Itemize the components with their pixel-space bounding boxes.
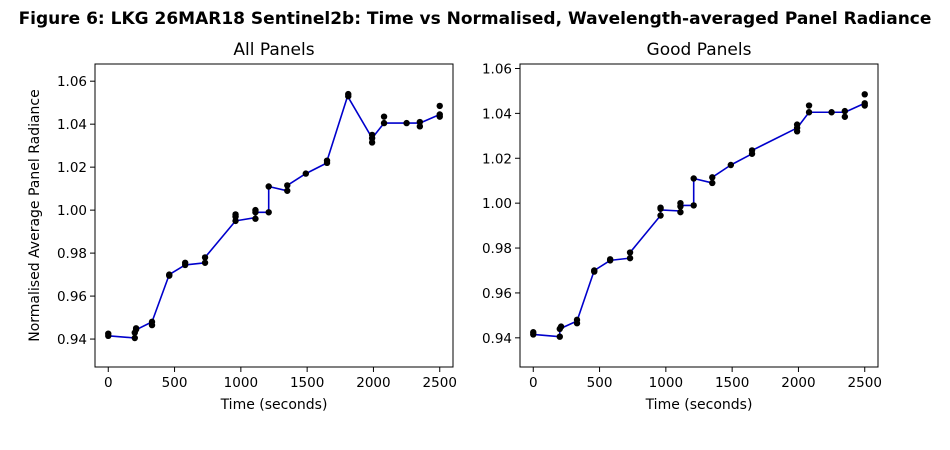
data-point: [436, 102, 443, 110]
x-tick-label: 1500: [290, 375, 324, 391]
data-point: [657, 204, 664, 211]
data-point: [828, 109, 835, 116]
data-point: [677, 208, 684, 216]
x-axis-label: Time (seconds): [220, 397, 328, 413]
plot-frame: [519, 63, 879, 368]
y-tick-label: 1.04: [57, 117, 87, 133]
x-tick-label: 1000: [649, 375, 683, 391]
y-tick-label: 1.02: [57, 160, 87, 176]
y-tick-label: 1.06: [482, 61, 512, 77]
data-point: [626, 249, 634, 256]
x-tick-label: 0: [529, 375, 538, 391]
data-point: [380, 113, 388, 120]
data-point: [805, 102, 813, 109]
data-point: [861, 91, 868, 98]
data-point: [606, 256, 614, 263]
data-point: [403, 119, 410, 127]
figure-title: Figure 6: LKG 26MAR18 Sentinel2b: Time v…: [19, 9, 932, 29]
x-tick-label: 2000: [781, 375, 815, 391]
data-point: [302, 170, 310, 177]
x-tick-label: 500: [587, 375, 613, 391]
data-point: [345, 90, 352, 98]
y-tick-label: 0.94: [482, 331, 512, 347]
data-point: [793, 121, 801, 128]
data-point: [181, 259, 189, 266]
y-tick-label: 0.98: [57, 246, 87, 262]
x-tick-label: 0: [104, 375, 113, 391]
x-tick-label: 1500: [715, 375, 749, 391]
data-point: [709, 174, 716, 181]
x-tick-label: 2500: [848, 375, 882, 391]
data-point: [284, 182, 291, 189]
data-point: [436, 111, 443, 118]
data-point: [861, 100, 868, 107]
y-tick-label: 0.98: [482, 241, 512, 257]
y-axis-label: Normalised Average Panel Radiance: [27, 89, 43, 342]
y-tick-label: 1.00: [482, 196, 512, 212]
chart-title: Good Panels: [647, 40, 752, 60]
y-tick-label: 1.06: [57, 74, 87, 90]
chart-panel-2: Good Panels 0 500 1000 1500 2000 2500 0.94 0.96 0…: [482, 40, 882, 413]
chart-title: All Panels: [233, 40, 314, 60]
data-point: [709, 179, 716, 187]
data-point: [805, 109, 813, 116]
data-point: [841, 113, 849, 120]
x-tick-label: 2000: [356, 375, 390, 391]
data-point: [657, 212, 664, 219]
data-point: [690, 175, 697, 182]
y-tick-label: 1.02: [482, 151, 512, 167]
y-tick-label: 1.00: [57, 203, 87, 219]
data-point: [727, 161, 735, 169]
data-point: [232, 211, 239, 218]
plot-frame: [94, 63, 454, 368]
x-tick-label: 2500: [423, 375, 457, 391]
y-tick-label: 0.94: [57, 332, 87, 348]
y-tick-label: 0.96: [57, 289, 87, 305]
data-point: [841, 107, 849, 115]
data-point: [265, 209, 272, 216]
data-point: [148, 318, 156, 326]
data-point: [748, 147, 756, 154]
data-point: [323, 157, 331, 164]
data-point: [690, 202, 697, 209]
y-tick-label: 1.04: [482, 106, 512, 122]
data-point: [556, 333, 563, 340]
data-point: [201, 254, 209, 261]
data-point: [284, 187, 291, 194]
data-point: [557, 323, 565, 330]
data-point: [677, 199, 684, 207]
y-tick-label: 0.96: [482, 286, 512, 302]
data-point: [201, 259, 209, 266]
data-point: [591, 267, 598, 274]
x-tick-label: 1000: [224, 375, 258, 391]
chart-panel-1: All Panels 0 500 1000 1500 2000 2500 0.94 0.96 0.…: [27, 40, 457, 413]
data-point: [132, 325, 140, 332]
data-point: [573, 316, 581, 324]
data-point: [131, 334, 138, 342]
x-tick-label: 500: [162, 375, 188, 391]
data-point: [530, 329, 537, 336]
data-point: [265, 183, 272, 190]
data-point: [166, 271, 173, 278]
data-point: [416, 118, 424, 126]
data-point: [380, 119, 388, 127]
x-axis-label: Time (seconds): [645, 397, 753, 413]
data-point: [252, 206, 259, 214]
data-point: [626, 254, 634, 262]
data-point: [252, 215, 259, 222]
data-point: [368, 131, 376, 139]
data-point: [105, 330, 112, 337]
